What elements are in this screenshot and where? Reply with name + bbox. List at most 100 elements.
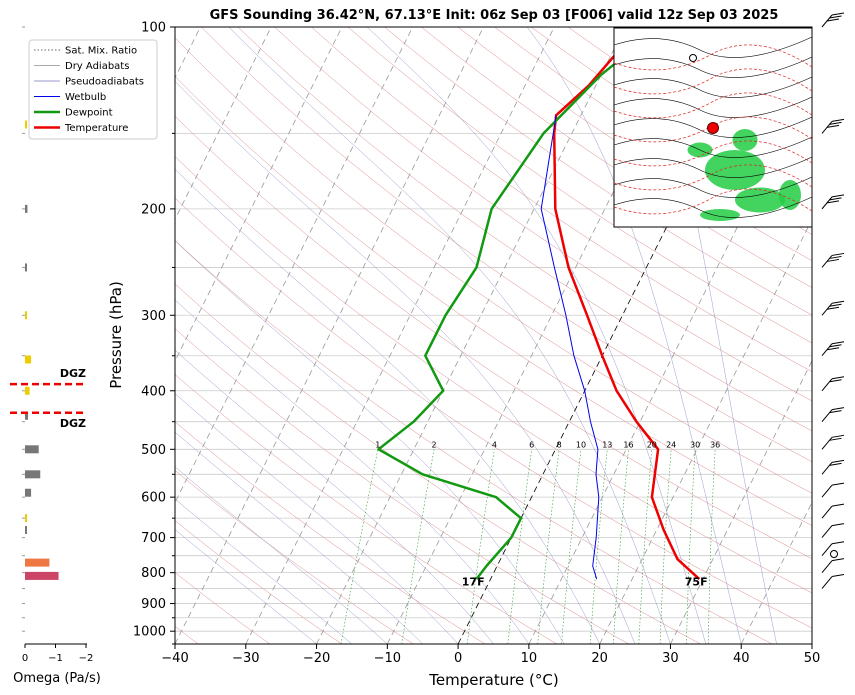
dry-adiabat xyxy=(175,470,414,644)
barb-flag xyxy=(829,197,842,201)
barb-flag xyxy=(826,200,840,204)
barb-staff xyxy=(821,409,833,422)
dry-adiabat xyxy=(175,421,486,644)
y-tick-label: 600 xyxy=(141,491,166,506)
omega-bar xyxy=(25,525,27,534)
legend-label: Wetbulb xyxy=(65,92,106,103)
omega-bar xyxy=(25,311,27,320)
isotherm-line xyxy=(175,27,484,644)
pseudoadiabat xyxy=(175,168,600,644)
dry-adiabat xyxy=(175,240,773,644)
omega-bar xyxy=(25,514,27,523)
y-tick-label: 1000 xyxy=(133,625,166,640)
x-axis: −40 −30 −20 −10 0 10 20 30 40 50 xyxy=(161,644,820,666)
thickness-contour xyxy=(613,92,813,119)
omega-tick-label: −2 xyxy=(79,653,94,664)
dry-adiabat xyxy=(237,27,812,432)
isobar-contour xyxy=(613,156,813,178)
dry-adiabat xyxy=(175,520,342,644)
isobar-contour xyxy=(613,96,813,118)
isobar-contour xyxy=(613,36,813,58)
precip-area xyxy=(705,150,765,190)
mixing-ratio-line xyxy=(613,449,629,644)
barb-flag xyxy=(829,437,842,441)
barb-flag xyxy=(831,434,845,438)
mixing-ratio-line xyxy=(401,449,435,644)
x-tick-label: 10 xyxy=(521,651,538,666)
isotherm-line xyxy=(740,501,812,644)
omega-bar xyxy=(25,470,41,479)
mixing-ratio-line xyxy=(659,449,672,644)
dry-adiabat xyxy=(175,76,812,526)
pseudoadiabat xyxy=(526,27,742,644)
dry-adiabat xyxy=(175,197,812,629)
barb-flag xyxy=(831,503,845,507)
mixing-ratio-label: 36 xyxy=(710,440,720,449)
omega-bar xyxy=(25,263,27,272)
x-tick-label: 0 xyxy=(454,651,462,666)
thickness-contour xyxy=(613,44,813,71)
dry-adiabat xyxy=(274,27,812,402)
x-axis-label: Temperature (°C) xyxy=(428,671,558,689)
omega-bar xyxy=(25,488,32,497)
y-tick-label: 300 xyxy=(141,309,166,324)
dry-adiabat xyxy=(201,27,812,462)
barb-staff xyxy=(821,560,833,573)
dgz-label: DGZ xyxy=(60,417,86,430)
wetbulb-line xyxy=(540,115,600,580)
omega-bar xyxy=(25,120,27,129)
mixing-ratio-line xyxy=(507,449,532,644)
dgz-label: DGZ xyxy=(60,367,86,380)
location-marker xyxy=(707,122,719,134)
pseudoadiabat xyxy=(175,498,353,644)
mixing-ratio-line xyxy=(638,449,653,644)
x-tick-label: 50 xyxy=(804,651,821,666)
thickness-contour xyxy=(613,164,813,191)
mixing-ratio-line xyxy=(708,449,716,644)
mixing-ratio-label: 8 xyxy=(557,440,562,449)
barb-flag xyxy=(831,407,845,411)
barb-flag xyxy=(829,344,842,348)
omega-tick-label: 0 xyxy=(22,653,28,664)
surface-label: 75F xyxy=(685,575,708,588)
wind-barbs xyxy=(821,12,845,589)
dry-adiabat xyxy=(347,27,812,344)
mixing-ratio-label: 4 xyxy=(492,440,497,449)
mixing-ratio-line xyxy=(589,449,608,644)
barb-flag xyxy=(826,124,840,128)
omega-tick-label: −1 xyxy=(48,653,63,664)
omega-axis-label: Omega (Pa/s) xyxy=(13,671,101,686)
barb-flag xyxy=(831,300,845,304)
station-circle xyxy=(689,54,697,62)
mixing-ratio-label: 1 xyxy=(375,440,380,449)
dry-adiabat xyxy=(175,374,558,644)
y-tick-label: 100 xyxy=(141,21,166,36)
isotherm-line xyxy=(175,27,272,221)
barb-flag xyxy=(831,523,845,527)
pseudoadiabat xyxy=(175,529,317,644)
mixing-ratio-line xyxy=(561,449,582,644)
barb-staff xyxy=(821,378,833,392)
y-axis-label: Pressure (hPa) xyxy=(107,281,125,389)
chart-title: GFS Sounding 36.42°N, 67.13°E Init: 06z … xyxy=(210,8,779,23)
pseudoadiabat xyxy=(175,240,565,644)
surface-annotations: 17F 75F xyxy=(462,575,708,588)
barb-staff xyxy=(821,576,833,589)
pseudoadiabat xyxy=(228,27,671,644)
x-tick-label: 30 xyxy=(662,651,679,666)
pseudoadiabat xyxy=(175,299,530,644)
thickness-contour xyxy=(613,188,813,215)
barb-flag xyxy=(831,574,845,578)
x-tick-label: −20 xyxy=(303,651,330,666)
omega-bar xyxy=(25,204,28,213)
legend-label: Temperature xyxy=(64,123,128,134)
y-tick-label: 700 xyxy=(141,531,166,546)
barb-flag xyxy=(831,459,845,463)
barb-flag xyxy=(831,341,845,345)
thickness-contour xyxy=(613,140,813,167)
barb-flag xyxy=(831,558,845,562)
barb-flag xyxy=(829,303,842,307)
isotherm-line xyxy=(245,27,555,644)
barb-flag xyxy=(826,347,840,351)
barb-flag xyxy=(826,18,840,22)
